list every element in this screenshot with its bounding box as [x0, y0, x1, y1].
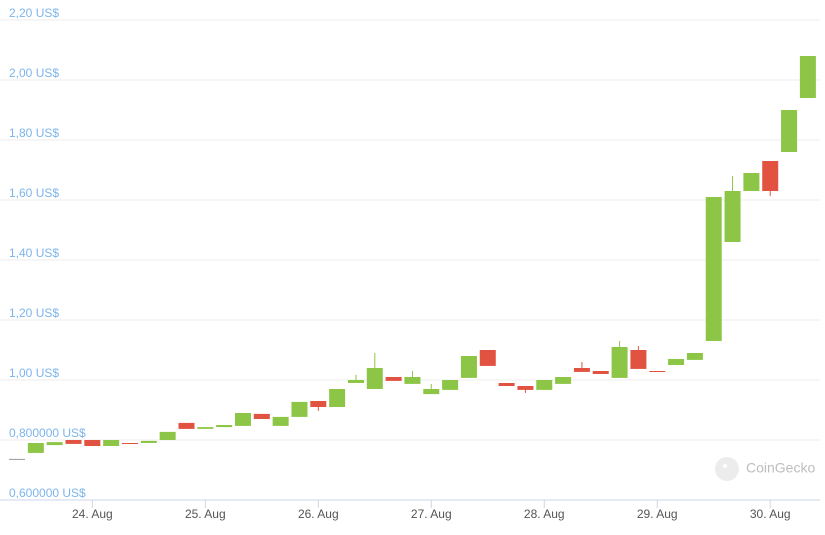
y-tick-label: 1,60 US$	[9, 186, 59, 200]
candle-body	[103, 440, 120, 446]
candle-body	[630, 350, 647, 369]
candle-body	[705, 197, 722, 341]
candle-body	[291, 401, 308, 417]
x-tick-label: 26. Aug	[298, 507, 339, 521]
x-tick-label: 30. Aug	[750, 507, 791, 521]
candle-body	[272, 416, 289, 426]
candle-body	[498, 383, 515, 386]
candle-body	[84, 440, 101, 446]
candle-body	[234, 413, 251, 426]
x-tick-label: 27. Aug	[411, 507, 452, 521]
candle-body	[799, 56, 816, 98]
candle-body	[460, 356, 477, 378]
candle-body	[724, 191, 741, 242]
candle-body	[649, 371, 666, 372]
x-tick-label: 29. Aug	[637, 507, 678, 521]
candle-body	[668, 359, 685, 365]
candle-body	[197, 427, 214, 429]
y-tick-label: 1,40 US$	[9, 246, 59, 260]
candle-body	[9, 458, 26, 460]
candle-body	[423, 389, 440, 395]
watermark-text: CoinGecko	[746, 460, 815, 476]
candle-body	[178, 422, 195, 429]
y-tick-label: 1,00 US$	[9, 366, 59, 380]
y-tick-label: 2,00 US$	[9, 66, 59, 80]
watermark-logo	[715, 457, 739, 481]
candle-body	[65, 440, 82, 444]
x-tick-label: 28. Aug	[524, 507, 565, 521]
candle-body	[121, 443, 138, 444]
candle-body	[27, 443, 44, 453]
plot	[0, 19, 820, 501]
candle-body	[743, 173, 760, 191]
candle-body	[159, 431, 176, 440]
candle-body	[555, 377, 572, 384]
x-tick-label: 24. Aug	[72, 507, 113, 521]
candle-body	[366, 368, 383, 389]
candle-body	[347, 380, 364, 383]
candle-body	[611, 347, 628, 378]
candle-body	[479, 350, 496, 366]
candle-body	[329, 389, 346, 407]
candle-body	[140, 440, 157, 443]
y-tick-label: 1,20 US$	[9, 306, 59, 320]
candle-body	[573, 368, 590, 372]
candle-body	[216, 425, 233, 428]
candle-body	[46, 442, 63, 446]
candle-body	[686, 353, 703, 360]
candle-body	[762, 161, 779, 191]
y-tick-label: 0,800000 US$	[9, 426, 86, 440]
candle-body	[404, 377, 421, 384]
candle-body	[592, 371, 609, 374]
candle-body	[310, 401, 327, 407]
candle-body	[253, 413, 270, 419]
y-tick-label: 1,80 US$	[9, 126, 59, 140]
candle-body	[442, 380, 459, 390]
candle-body	[781, 110, 798, 152]
y-tick-label: 0,600000 US$	[9, 486, 86, 500]
candle-body	[536, 380, 553, 390]
candle-body	[517, 386, 534, 390]
x-tick-label: 25. Aug	[185, 507, 226, 521]
y-tick-label: 2,20 US$	[9, 6, 59, 20]
watermark: CoinGecko	[715, 457, 815, 481]
candle-body	[385, 377, 402, 381]
watermark-logo-eye	[723, 464, 727, 468]
